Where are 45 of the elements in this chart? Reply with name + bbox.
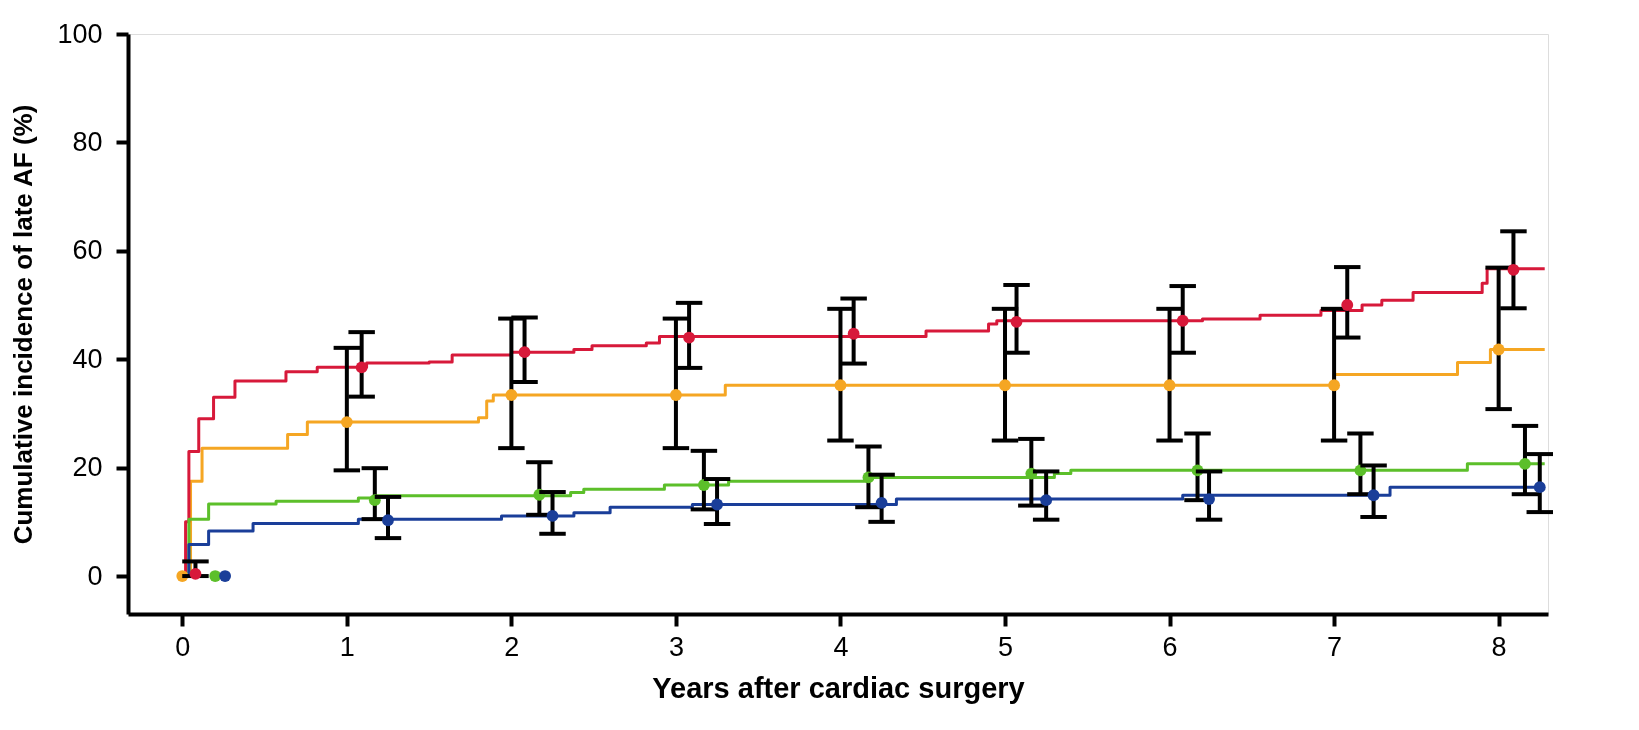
y-tick-label: 40	[72, 343, 103, 374]
point	[1519, 457, 1531, 470]
point	[1010, 315, 1023, 328]
y-tick-label: 20	[72, 452, 103, 483]
point	[1203, 493, 1215, 505]
y-tick-label: 100	[57, 18, 103, 49]
point	[382, 514, 394, 527]
point	[340, 416, 353, 429]
point	[1367, 489, 1380, 502]
point	[518, 346, 531, 359]
x-tick-label: 6	[1162, 631, 1178, 662]
point	[683, 331, 696, 344]
x-tick-label: 7	[1327, 631, 1343, 662]
point	[875, 496, 888, 509]
y-tick-label: 0	[87, 560, 103, 591]
y-axis-title: Cumulative incidence of late AF (%)	[8, 104, 39, 545]
point	[1163, 379, 1176, 392]
point	[355, 361, 368, 374]
point	[189, 567, 202, 580]
x-tick-label: 4	[833, 631, 849, 662]
point	[1176, 314, 1189, 327]
point	[1341, 299, 1354, 311]
x-tick-label: 3	[668, 631, 684, 662]
x-tick-label: 1	[339, 631, 355, 662]
x-tick-label: 0	[175, 631, 191, 662]
point	[1328, 379, 1341, 392]
x-tick-label: 2	[504, 631, 520, 662]
x-axis-title: Years after cardiac surgery	[652, 671, 1025, 704]
point	[546, 509, 559, 522]
point	[670, 389, 682, 401]
point	[834, 379, 847, 392]
x-tick-label: 5	[997, 631, 1014, 662]
point	[999, 379, 1011, 392]
point	[847, 327, 860, 340]
point	[1533, 481, 1546, 494]
point	[505, 389, 518, 401]
point	[1492, 343, 1505, 356]
point	[1507, 263, 1520, 276]
y-tick-label: 60	[72, 235, 103, 266]
y-tick-label: 80	[72, 126, 103, 157]
point	[711, 498, 723, 511]
x-tick-label: 8	[1491, 631, 1507, 662]
point	[219, 570, 231, 582]
point	[697, 479, 710, 491]
point	[1040, 494, 1053, 507]
